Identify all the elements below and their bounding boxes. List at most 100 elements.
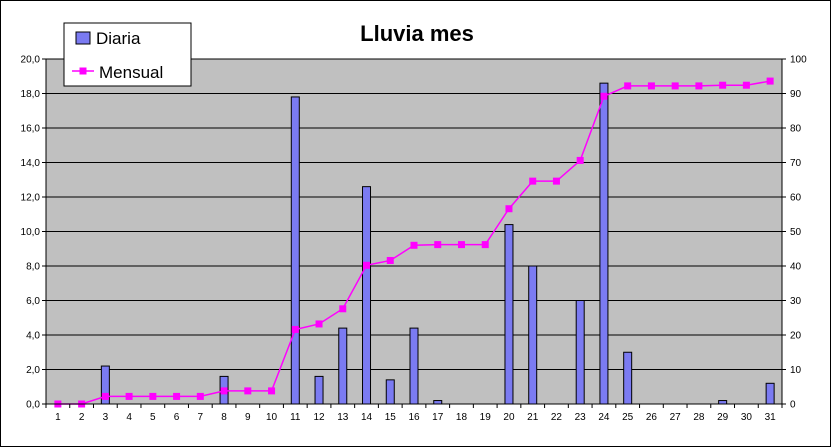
x-tick-label: 9 (245, 412, 251, 423)
mensual-point-17 (434, 241, 442, 249)
mensual-point-19 (481, 241, 489, 249)
x-tick-label: 30 (741, 412, 753, 423)
y-tick-label: 0,0 (26, 400, 40, 411)
y2-tick-label: 60 (790, 193, 802, 204)
mensual-point-31 (766, 77, 774, 85)
y2-tick-label: 20 (790, 331, 802, 342)
y-tick-label: 20,0 (21, 55, 41, 66)
y-tick-label: 14,0 (21, 158, 41, 169)
x-tick-label: 8 (221, 412, 227, 423)
chart-title: Lluvia mes (360, 21, 474, 46)
y2-axis-ticks: 0 10 20 30 40 50 60 70 80 90 100 (782, 55, 807, 411)
y2-tick-label: 70 (790, 158, 802, 169)
bar-series (100, 82, 775, 405)
x-tick-label: 4 (126, 412, 132, 423)
y-tick-label: 6,0 (26, 296, 40, 307)
bar-25 (623, 351, 633, 405)
x-tick-label: 2 (79, 412, 85, 423)
mensual-point-22 (552, 177, 560, 185)
y-tick-label: 10,0 (21, 227, 41, 238)
x-tick-label: 31 (765, 412, 777, 423)
x-tick-label: 16 (408, 412, 420, 423)
x-tick-label: 3 (103, 412, 109, 423)
mensual-point-8 (220, 387, 228, 395)
y2-tick-label: 90 (790, 89, 802, 100)
x-tick-label: 27 (670, 412, 682, 423)
mensual-point-3 (101, 392, 109, 400)
x-tick-label: 23 (575, 412, 587, 423)
mensual-point-6 (173, 392, 181, 400)
legend-label-diaria: Diaria (96, 29, 141, 48)
y2-tick-label: 10 (790, 365, 802, 376)
mensual-point-16 (410, 241, 418, 249)
x-tick-label: 7 (198, 412, 204, 423)
x-tick-label: 10 (266, 412, 278, 423)
x-tick-label: 26 (646, 412, 658, 423)
y-tick-label: 2,0 (26, 365, 40, 376)
x-tick-label: 25 (622, 412, 634, 423)
y-tick-label: 8,0 (26, 262, 40, 273)
bar-29 (718, 400, 728, 405)
line-series (54, 77, 774, 408)
mensual-point-13 (339, 305, 347, 313)
mensual-point-24 (600, 92, 608, 100)
mensual-point-30 (742, 81, 750, 89)
x-tick-label: 15 (385, 412, 397, 423)
y-tick-label: 12,0 (21, 193, 41, 204)
y2-tick-label: 40 (790, 262, 802, 273)
bar-17 (433, 400, 443, 405)
mensual-point-26 (647, 82, 655, 90)
mensual-point-12 (315, 320, 323, 328)
bar-11 (290, 96, 300, 405)
x-tick-label: 19 (480, 412, 492, 423)
mensual-point-20 (505, 205, 513, 213)
bar-23 (575, 300, 585, 405)
y-axis-ticks: 0,0 2,0 4,0 6,0 8,0 10,0 12,0 14,0 16,0 18,0 20,0 (21, 55, 46, 411)
mensual-point-21 (529, 177, 537, 185)
bar-15 (385, 379, 395, 405)
y2-tick-label: 50 (790, 227, 802, 238)
x-tick-label: 14 (361, 412, 373, 423)
legend-label-mensual: Mensual (99, 63, 163, 82)
bar-31 (765, 382, 775, 405)
legend-swatch-mensual-marker (79, 67, 87, 75)
x-tick-label: 21 (527, 412, 539, 423)
mensual-point-27 (671, 82, 679, 90)
mensual-point-23 (576, 156, 584, 164)
legend-swatch-diaria (75, 31, 91, 45)
bar-13 (338, 327, 348, 405)
y-tick-label: 18,0 (21, 89, 41, 100)
x-tick-label: 12 (313, 412, 325, 423)
y-tick-label: 16,0 (21, 124, 41, 135)
x-tick-label: 1 (55, 412, 61, 423)
bar-12 (314, 375, 324, 405)
x-tick-label: 11 (290, 412, 301, 423)
bar-16 (409, 327, 419, 405)
mensual-point-7 (196, 392, 204, 400)
x-tick-label: 17 (432, 412, 444, 423)
mensual-point-10 (268, 387, 276, 395)
y2-tick-label: 30 (790, 296, 802, 307)
bar-24 (599, 82, 609, 405)
x-tick-label: 20 (503, 412, 515, 423)
legend: Diaria Mensual (63, 22, 192, 87)
y2-tick-label: 100 (790, 55, 807, 66)
y2-tick-label: 80 (790, 124, 802, 135)
mensual-point-5 (149, 392, 157, 400)
bar-21 (528, 265, 538, 405)
mensual-point-25 (624, 82, 632, 90)
mensual-point-4 (125, 392, 133, 400)
x-tick-label: 13 (337, 412, 349, 423)
x-tick-label: 22 (551, 412, 563, 423)
mensual-point-18 (457, 241, 465, 249)
mensual-point-29 (719, 81, 727, 89)
mensual-point-14 (363, 261, 371, 269)
x-axis-ticks: 1 2 3 4 5 6 7 8 9 10 11 12 13 14 15 16 17 18 19 20 21 22 23 24 2… (45, 404, 783, 423)
x-tick-label: 18 (456, 412, 468, 423)
mensual-point-15 (386, 256, 394, 264)
x-tick-label: 29 (717, 412, 729, 423)
x-tick-label: 5 (150, 412, 156, 423)
x-tick-label: 28 (693, 412, 705, 423)
